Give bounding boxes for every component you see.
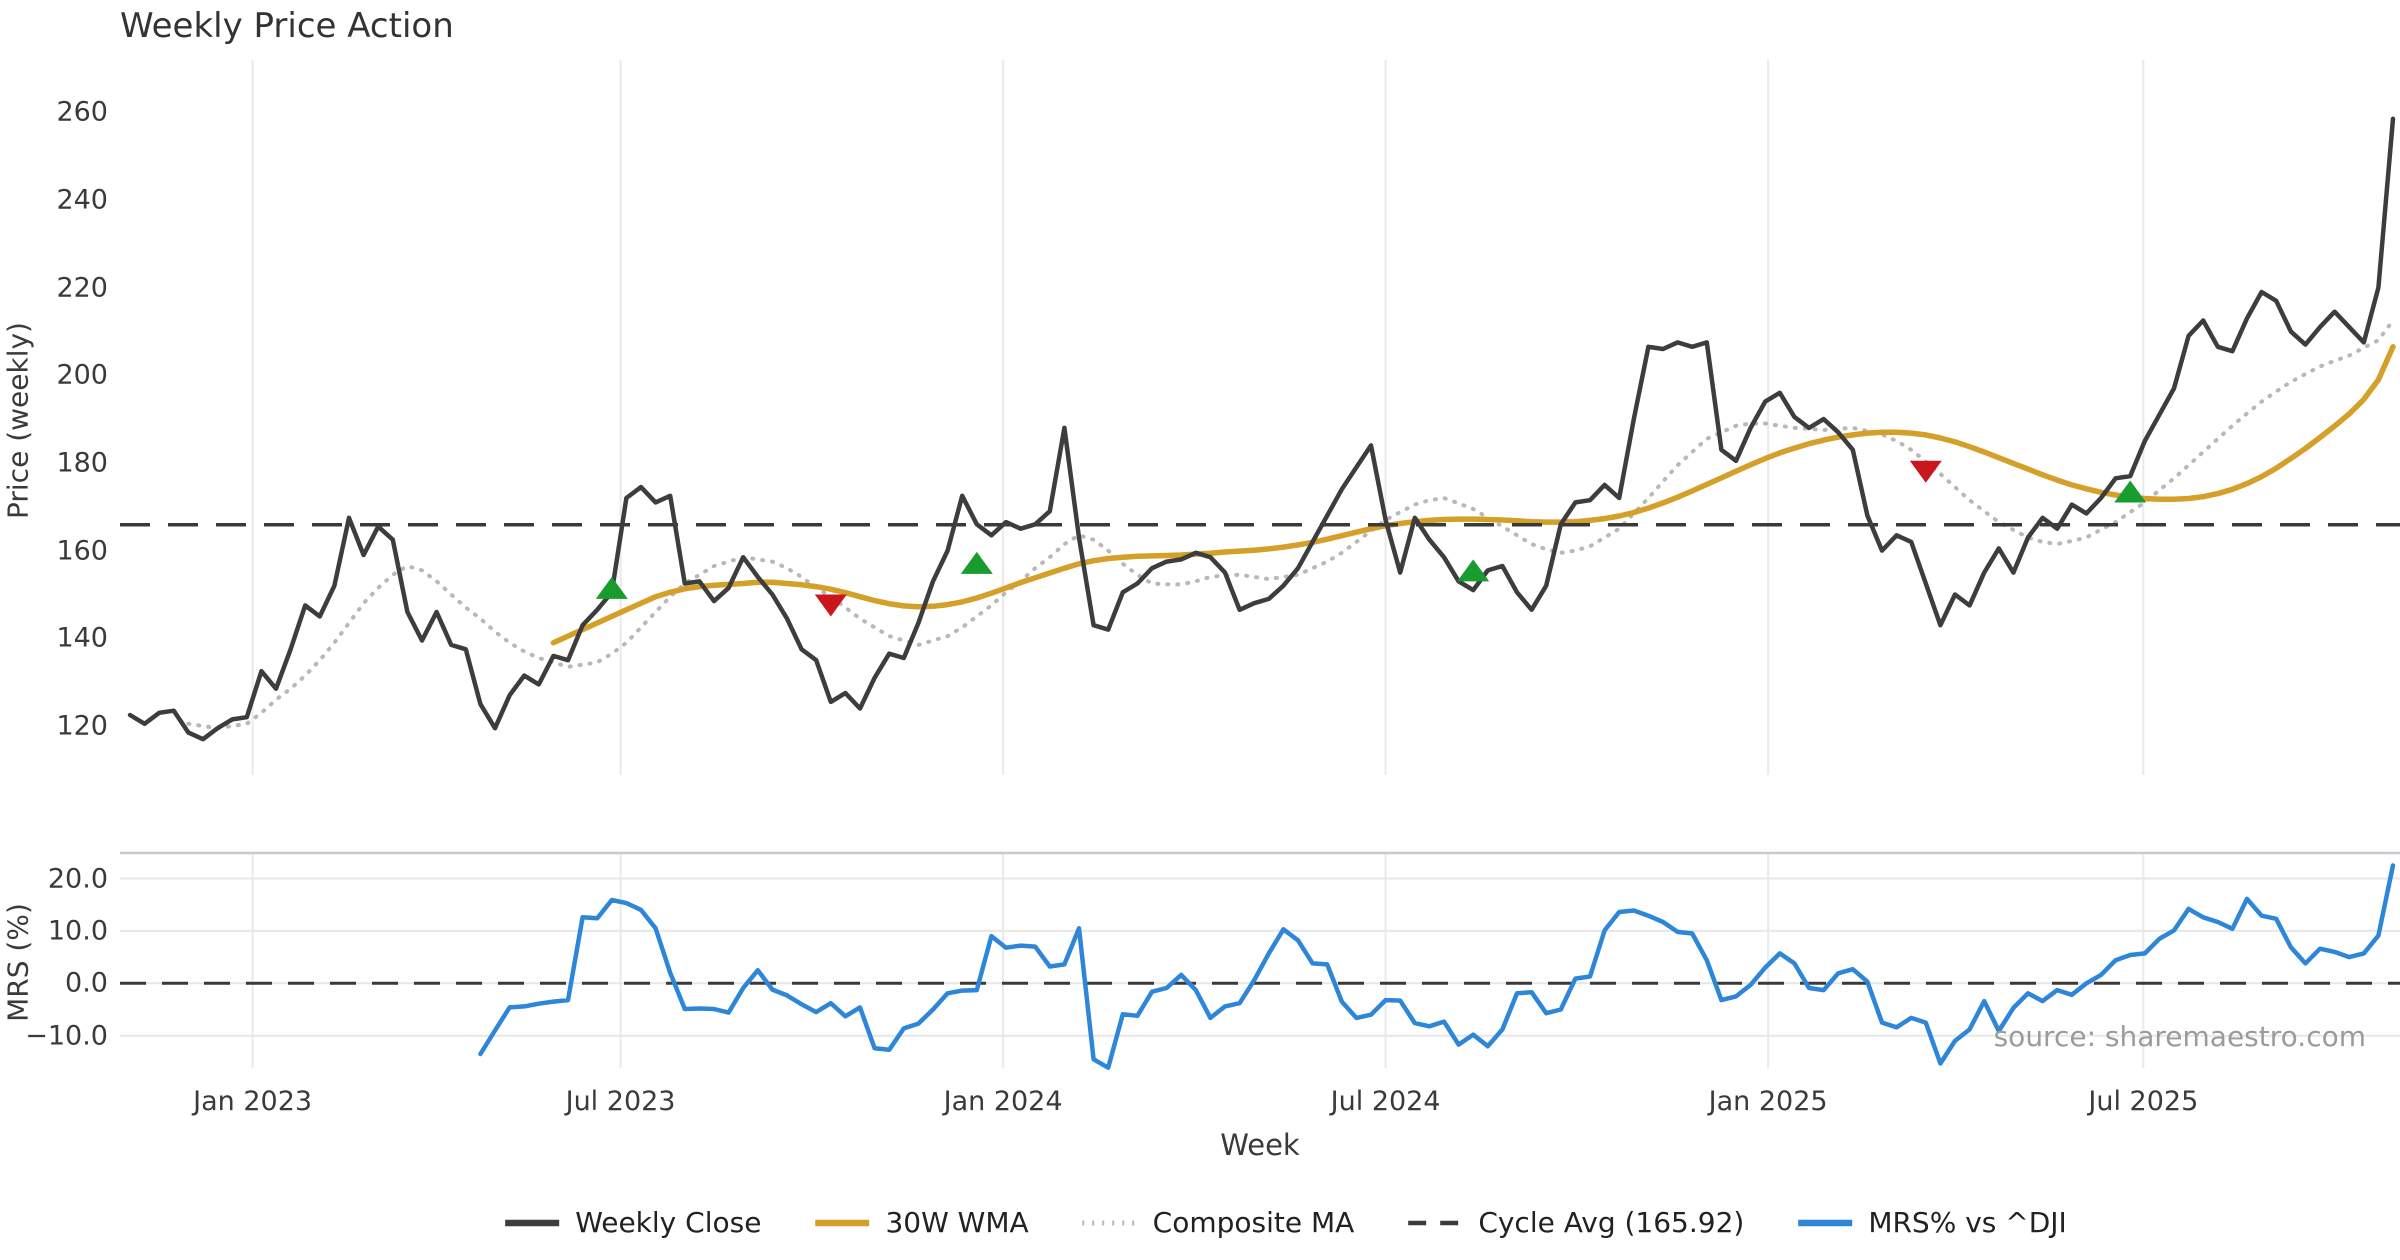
price-ytick-label: 180 [56, 447, 108, 479]
legend: Weekly Close 30W WMA Composite MA Cycle Avg… [503, 1206, 2067, 1239]
price-ytick-label: 200 [56, 359, 108, 391]
x-tick-label: Jan 2023 [193, 1086, 313, 1117]
mrs-ytick-label: 20.0 [47, 863, 108, 894]
weekly-close-line [127, 116, 2396, 742]
legend-label: Cycle Avg (165.92) [1478, 1206, 1745, 1239]
price-ytick-label: 120 [56, 710, 108, 742]
signal-up-marker [960, 551, 993, 574]
x-tick-label: Jul 2025 [2088, 1086, 2199, 1117]
legend-label: Weekly Close [575, 1206, 762, 1239]
x-tick-label: Jul 2023 [565, 1086, 676, 1117]
mrs-ytick-label: 10.0 [47, 915, 108, 947]
mrs-line [478, 863, 2396, 1070]
legend-item: MRS% vs ^DJI [1796, 1206, 2067, 1239]
signal-down-marker [1909, 460, 1942, 483]
mrs-ytick-label: 0.0 [65, 967, 108, 999]
price-ytick-label: 160 [56, 535, 108, 567]
mrs-ytick-label: −10.0 [25, 1020, 108, 1052]
legend-swatch-dotted [1082, 1220, 1137, 1225]
legend-swatch-solid [1798, 1219, 1853, 1226]
x-tick-label: Jan 2025 [1708, 1086, 1828, 1117]
legend-label: MRS% vs ^DJI [1868, 1206, 2067, 1239]
chart-title: Weekly Price Action [120, 6, 454, 46]
legend-label: Composite MA [1152, 1206, 1355, 1239]
x-tick-label: Jul 2024 [1330, 1086, 1441, 1117]
signal-up-marker [1457, 559, 1490, 582]
legend-swatch-dashed [1408, 1220, 1463, 1225]
legend-label: 30W WMA [885, 1206, 1029, 1239]
x-axis-label: Week [1220, 1128, 1300, 1162]
legend-item: Composite MA [1081, 1206, 1355, 1239]
price-ytick-label: 140 [56, 622, 108, 654]
price-ytick-label: 260 [56, 96, 108, 128]
legend-item: Cycle Avg (165.92) [1406, 1206, 1744, 1239]
signal-up-marker [2114, 480, 2147, 503]
source-attribution: source: sharemaestro.com [1993, 1020, 2366, 1053]
x-tick-label: Jan 2024 [943, 1086, 1063, 1117]
legend-item: Weekly Close [503, 1206, 761, 1239]
legend-item: 30W WMA [813, 1206, 1029, 1239]
legend-swatch-solid [505, 1219, 560, 1226]
wma-line [550, 344, 2396, 646]
signal-down-marker [814, 594, 847, 617]
legend-swatch-solid [815, 1219, 870, 1226]
price-ytick-label: 220 [56, 272, 108, 304]
price-ytick-label: 240 [56, 184, 108, 216]
signal-up-marker [595, 576, 628, 599]
